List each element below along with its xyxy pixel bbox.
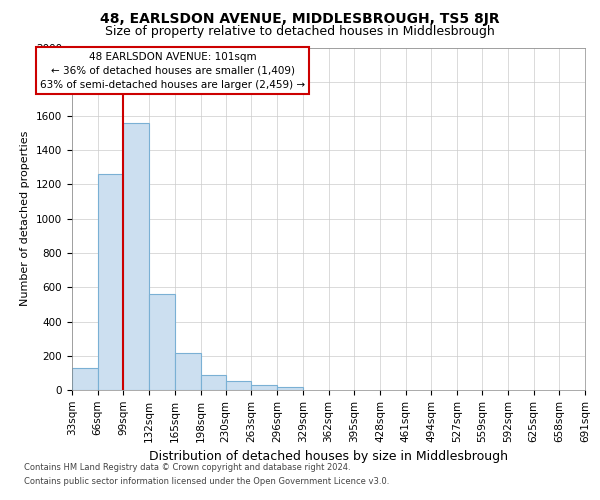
Bar (149, 294, 175, 390)
Bar (251, 385, 277, 390)
Bar (124, 123, 149, 390)
Text: 48 EARLSDON AVENUE: 101sqm
← 36% of detached houses are smaller (1,409)
63% of s: 48 EARLSDON AVENUE: 101sqm ← 36% of deta… (40, 52, 305, 90)
Bar (98, 174, 124, 390)
Text: 48, EARLSDON AVENUE, MIDDLESBROUGH, TS5 8JR: 48, EARLSDON AVENUE, MIDDLESBROUGH, TS5 … (100, 12, 500, 26)
X-axis label: Distribution of detached houses by size in Middlesbrough: Distribution of detached houses by size … (149, 450, 508, 463)
Bar (72, 368, 98, 390)
Bar (200, 374, 226, 390)
Text: Contains public sector information licensed under the Open Government Licence v3: Contains public sector information licen… (24, 477, 389, 486)
Text: Size of property relative to detached houses in Middlesbrough: Size of property relative to detached ho… (105, 25, 495, 38)
Bar (277, 386, 303, 390)
Bar (175, 353, 200, 390)
Bar (226, 382, 251, 390)
Text: Contains HM Land Registry data © Crown copyright and database right 2024.: Contains HM Land Registry data © Crown c… (24, 464, 350, 472)
Y-axis label: Number of detached properties: Number of detached properties (20, 131, 31, 306)
